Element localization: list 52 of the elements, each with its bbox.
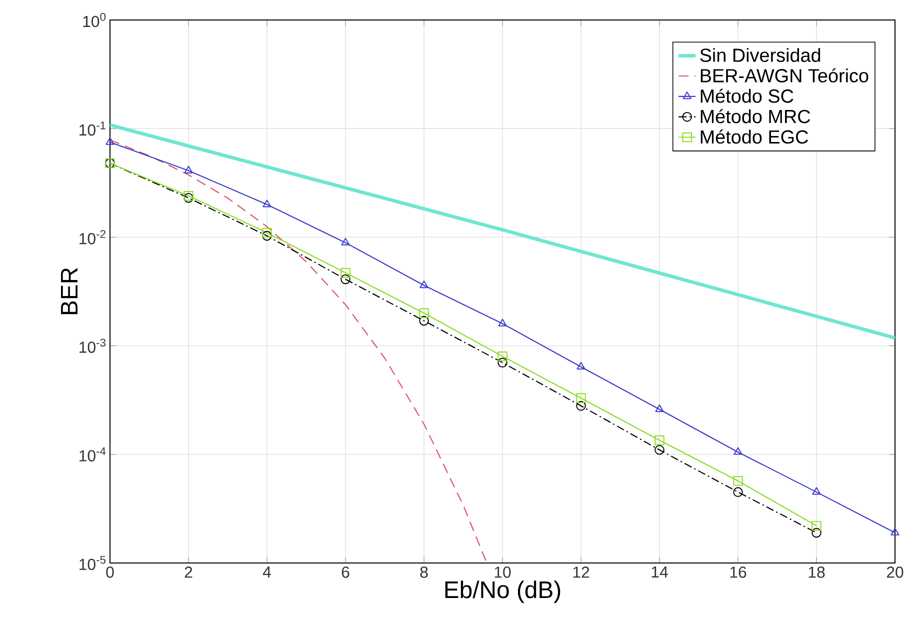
point xyxy=(341,238,350,246)
legend-label: Método EGC xyxy=(700,130,808,144)
y-tick-label: 10$^{-2}$ xyxy=(80,230,106,244)
x-tick-label: 2 xyxy=(184,566,192,578)
point xyxy=(654,435,664,446)
point xyxy=(498,358,508,368)
y-tick-label: 10$^{0}$ xyxy=(83,12,106,28)
x-tick-label: 20 xyxy=(886,566,904,578)
point xyxy=(812,528,822,538)
y-axis-title: BER xyxy=(61,268,78,314)
x-tick-label: 0 xyxy=(106,566,114,578)
legend-label: Método MRC xyxy=(700,109,810,124)
point xyxy=(340,268,350,278)
x-tick-label: 14 xyxy=(652,566,668,578)
point xyxy=(419,316,429,326)
point xyxy=(890,528,900,536)
point xyxy=(576,400,586,411)
point xyxy=(340,274,350,284)
point xyxy=(184,166,193,174)
point xyxy=(262,230,272,241)
x-tick-label: 6 xyxy=(342,566,350,578)
legend-label: BER-AWGN Teórico xyxy=(700,68,868,82)
point xyxy=(812,520,822,531)
x-tick-label: 16 xyxy=(730,566,746,578)
point xyxy=(812,487,821,495)
point xyxy=(733,487,743,497)
y-tick-label: 10$^{-1}$ xyxy=(80,122,106,136)
y-tick-label: 10$^{-4}$ xyxy=(80,447,106,462)
x-tick-label: 18 xyxy=(808,566,825,578)
point xyxy=(106,137,114,145)
point xyxy=(576,393,586,403)
x-axis-title: Eb/No (dB) xyxy=(445,580,560,603)
point xyxy=(654,445,664,455)
y-tick-label: 10$^{-3}$ xyxy=(80,338,106,353)
point xyxy=(262,200,272,208)
point xyxy=(655,404,664,412)
y-tick-label: 10$^{-5}$ xyxy=(80,556,106,570)
x-tick-label: 8 xyxy=(420,566,428,578)
point xyxy=(498,351,508,362)
point xyxy=(420,280,428,288)
point xyxy=(576,362,586,370)
legend-label: Sin Diversidad xyxy=(700,48,820,62)
x-tick-label: 4 xyxy=(262,566,271,578)
legend-label: Método SC xyxy=(700,88,794,103)
point xyxy=(419,308,429,318)
point xyxy=(733,476,743,486)
line-series xyxy=(110,139,488,564)
x-tick-label: 10 xyxy=(494,566,511,578)
point xyxy=(734,447,742,455)
x-tick-label: 12 xyxy=(573,566,590,578)
point xyxy=(498,318,507,326)
point xyxy=(262,228,272,238)
